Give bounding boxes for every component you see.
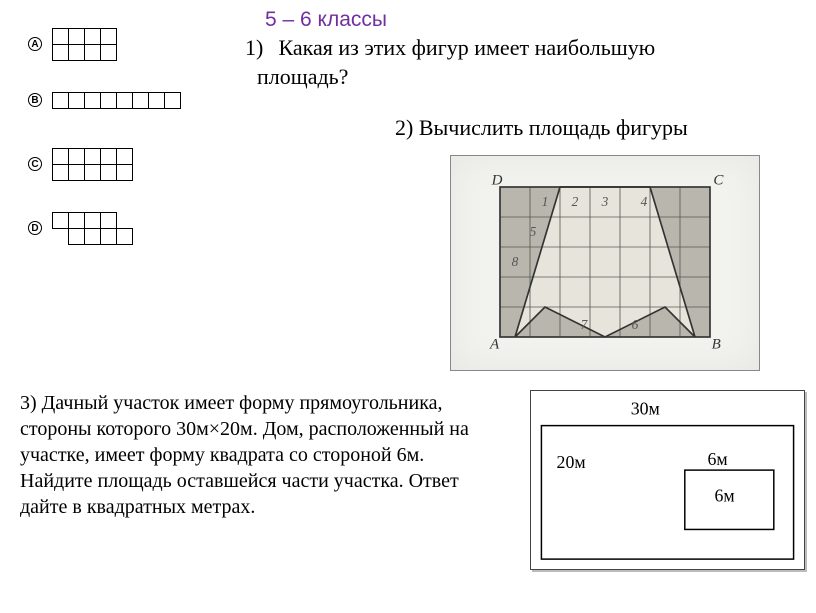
grid-cell [84,164,101,181]
option-A: A [28,28,116,60]
option-C: C [28,148,132,180]
svg-text:6м: 6м [714,486,734,506]
q1-line1: Какая из этих фигур имеет наибольшую [279,35,656,60]
grid-cell [116,164,133,181]
grid-cell [68,28,85,45]
figure-3-svg: 30м 20м 6м 6м [531,391,804,569]
svg-text:5: 5 [530,224,537,239]
svg-text:4: 4 [641,194,648,209]
option-grid [52,212,132,244]
option-label: C [28,157,42,171]
grid-cell [116,148,133,165]
grid-cell [68,92,85,109]
svg-text:6: 6 [632,317,639,332]
option-label: A [28,37,42,51]
figure-3: 30м 20м 6м 6м [530,390,805,570]
grid-cell [68,228,85,245]
grid-cell [84,92,101,109]
grid-cell [68,164,85,181]
grid-cell [84,148,101,165]
grid-cell [100,44,117,61]
figure-2: 12345876DCAB [450,155,760,371]
svg-text:A: A [489,337,500,352]
question-1: 1) Какая из этих фигур имеет наибольшую … [245,34,745,91]
grid-cell [84,228,101,245]
grid-cell [52,164,69,181]
grid-cell [116,228,133,245]
svg-text:8: 8 [512,254,519,269]
grid-cell [52,44,69,61]
option-grid [52,92,180,108]
grid-cell [68,212,85,229]
option-B: B [28,92,180,108]
grid-cell [100,228,117,245]
option-grid [52,148,132,180]
grid-cell [52,212,69,229]
grid-cell [100,148,117,165]
grid-cell [52,148,69,165]
svg-text:3: 3 [601,194,609,209]
svg-text:B: B [712,337,721,352]
grid-cell [100,92,117,109]
grid-cell [84,44,101,61]
svg-text:C: C [713,173,724,189]
grid-cell [68,148,85,165]
svg-text:D: D [491,173,503,189]
grid-cell [52,92,69,109]
svg-text:6м: 6м [708,449,728,469]
question-2: 2) Вычислить площадь фигуры [395,115,688,141]
q1-line2: площадь? [245,64,348,89]
option-label: B [28,93,42,107]
grid-cell [84,28,101,45]
grade-header: 5 – 6 классы [265,8,387,32]
svg-text:2: 2 [572,194,579,209]
grid-cell [164,92,181,109]
q1-number: 1) [245,34,273,63]
svg-text:1: 1 [542,194,549,209]
grid-cell [84,212,101,229]
grid-cell [100,164,117,181]
figure-2-svg: 12345876DCAB [479,172,731,352]
grid-cell [52,28,69,45]
grid-cell [68,44,85,61]
grid-cell [132,92,149,109]
svg-text:30м: 30м [631,399,660,419]
option-label: D [28,221,42,235]
grid-cell [148,92,165,109]
svg-text:20м: 20м [557,452,586,472]
grid-cell [100,28,117,45]
question-3: 3) Дачный участок имеет форму прямоуголь… [20,390,500,520]
grid-cell [116,92,133,109]
option-D: D [28,212,132,244]
grid-cell [100,212,117,229]
option-grid [52,28,116,60]
